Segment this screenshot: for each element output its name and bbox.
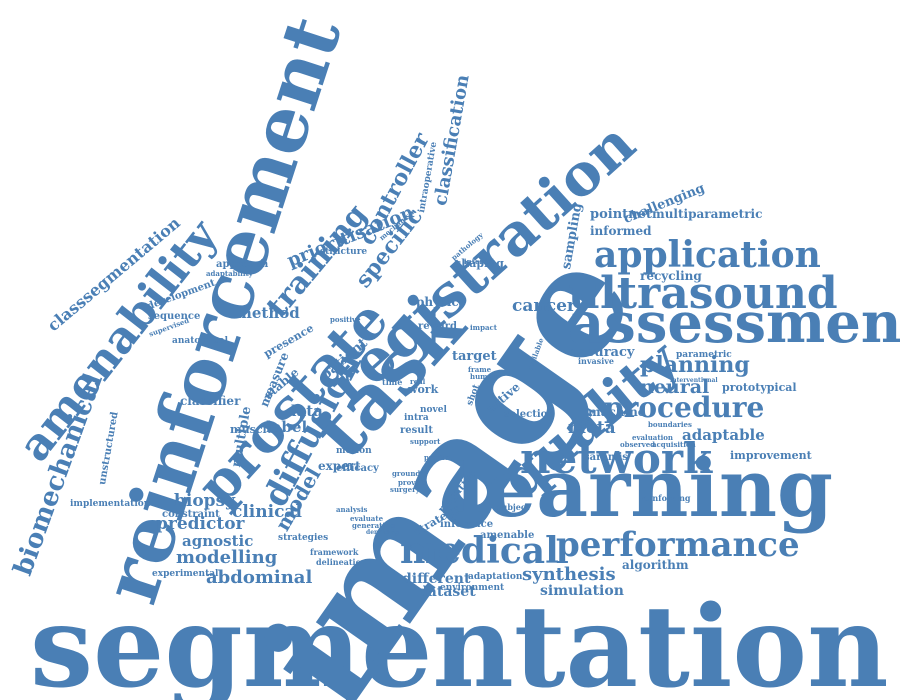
word-label: label	[266, 418, 308, 436]
word-saramis: saramis	[584, 452, 628, 463]
word-agnostic: agnostic	[182, 532, 254, 550]
word-analysis: analysis	[336, 505, 368, 514]
word-learning: learning	[455, 441, 833, 535]
word-intra: intra	[404, 413, 429, 423]
word-dataset: dataset	[418, 584, 476, 600]
word-selection: selection	[504, 409, 555, 420]
word-method: method	[236, 304, 300, 322]
word-delineation: delineation	[316, 557, 367, 567]
word-environment: environment	[440, 583, 505, 593]
word-reinforcing: reinforcing	[640, 493, 691, 503]
word-adaptation: adaptation	[468, 572, 523, 582]
word-recycling: recycling	[640, 269, 702, 283]
word-anatomical: anatomical	[172, 336, 229, 346]
word-target: target	[452, 349, 497, 364]
word-surgery: surgery	[390, 485, 420, 494]
word-support: support	[410, 437, 441, 446]
word-application: application	[594, 234, 821, 276]
word-generating: generating	[352, 521, 395, 530]
word-predict: predict	[424, 453, 453, 462]
word-meta: meta	[568, 418, 616, 438]
word-invasive: invasive	[578, 356, 614, 366]
word-sequence: sequence	[148, 311, 201, 322]
word-evaluate: evaluate	[350, 514, 384, 523]
word-pointnet: pointnet	[590, 207, 652, 222]
word-real: real	[410, 377, 426, 386]
word-clinical: clinical	[232, 502, 302, 522]
word-unstructured: unstructured	[97, 411, 121, 486]
word-denoising: denoising	[366, 529, 399, 536]
word-human: human	[470, 372, 498, 381]
word-novel: novel	[420, 405, 447, 415]
word-reward: reward	[418, 321, 457, 332]
word-machine: machine	[588, 405, 646, 419]
word-result: result	[400, 425, 433, 436]
word-subject: subject	[497, 502, 530, 512]
word-different: different	[402, 571, 471, 587]
word-expert: expert	[318, 459, 361, 473]
word-shaping: shaping	[455, 257, 504, 270]
word-structure: structure	[320, 247, 368, 257]
word-classification: classification	[430, 73, 474, 208]
word-adaptable: adaptable	[682, 426, 765, 444]
word-multiparametric: multiparametric	[652, 207, 763, 221]
word-procedure: procedure	[604, 391, 765, 424]
word-data: data	[286, 402, 323, 420]
word-constraint: constraint	[162, 509, 220, 520]
word-simulation: simulation	[540, 583, 624, 599]
word-medical: medical	[400, 530, 559, 572]
word-experimental: experimental	[152, 569, 219, 579]
word-improvement: improvement	[730, 449, 812, 462]
word-ultrasound: ultrasound	[568, 268, 838, 319]
word-approach: approach	[216, 259, 269, 270]
word-framework: framework	[310, 547, 359, 557]
word-classifier: classifier	[180, 394, 241, 408]
word-biopsy: biopsy	[174, 491, 236, 511]
word-work: work	[408, 383, 439, 396]
word-muscle: muscle	[230, 423, 274, 436]
word-motion: motion	[336, 446, 372, 456]
word-network: network	[520, 434, 713, 483]
word-evaluation: evaluation	[632, 433, 673, 442]
word-time: time	[382, 377, 403, 387]
word-inference: inference	[440, 519, 494, 530]
word-impact: impact	[470, 323, 497, 332]
word-positive: positive	[330, 315, 361, 324]
word-neural: neural	[640, 376, 710, 398]
word-accuracy: accuracy	[570, 345, 635, 360]
word-strategies: strategies	[278, 533, 329, 543]
word-frame: frame	[468, 365, 492, 374]
word-predictor: predictor	[156, 514, 245, 534]
word-adaptability: adaptability	[206, 269, 253, 278]
word-synthesis: synthesis	[522, 564, 616, 585]
word-assessment: assessment	[568, 290, 900, 356]
word-modelling: modelling	[176, 547, 278, 568]
word-amenable: amenable	[480, 530, 535, 541]
word-acquisition: acquisition	[652, 440, 696, 449]
word-provide: provide	[398, 478, 428, 487]
word-segmentation: segmentation	[30, 582, 889, 700]
word-interest: interest	[464, 257, 495, 266]
word-efficacy: efficacy	[336, 463, 379, 474]
word-performance: performance	[556, 525, 800, 565]
word-parametric: parametric	[676, 350, 732, 360]
word-informed: informed	[590, 224, 652, 238]
word-ground: ground	[392, 469, 421, 478]
word-boundaries: boundaries	[648, 420, 692, 429]
word-planning: planning	[640, 352, 750, 378]
word-interventional: interventional	[670, 377, 718, 384]
word-prototypical: prototypical	[722, 381, 797, 394]
word-algorithm: algorithm	[622, 558, 689, 572]
word-implementation: implementation	[70, 499, 151, 509]
word-abdominal: abdominal	[206, 567, 313, 588]
word-observed: observed	[620, 440, 656, 449]
word-physic: physic	[416, 295, 459, 309]
word-cancer: cancer	[512, 296, 576, 316]
